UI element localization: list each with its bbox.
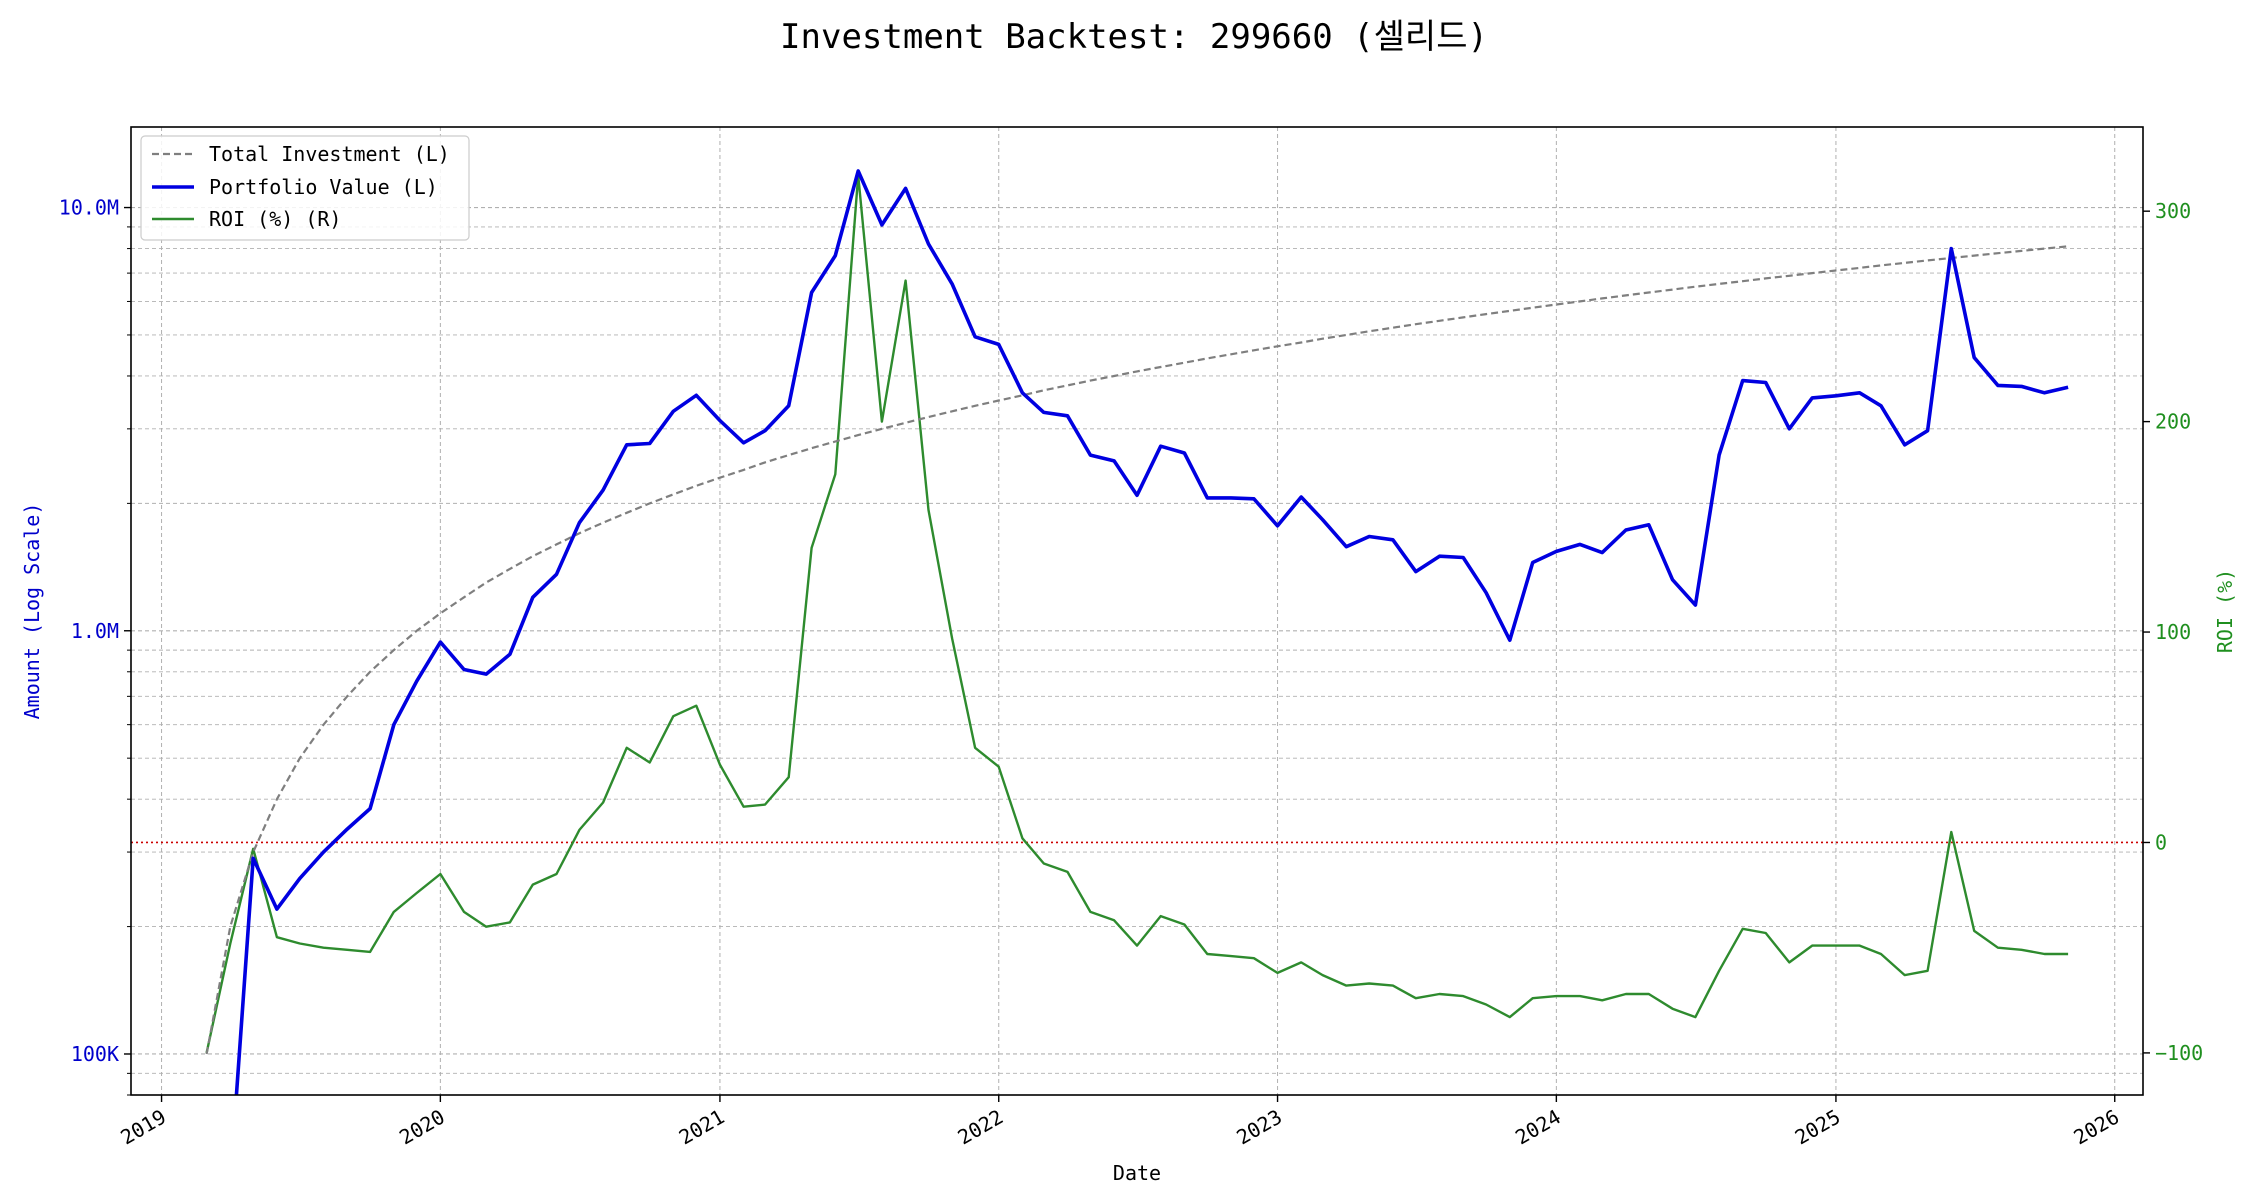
right-tick-label: −100 bbox=[2155, 1041, 2203, 1065]
x-tick-label: 2025 bbox=[1791, 1105, 1845, 1150]
x-tick-label: 2021 bbox=[675, 1105, 729, 1150]
right-tick-label: 200 bbox=[2155, 410, 2191, 434]
legend-label-roi: ROI (%) (R) bbox=[209, 207, 341, 231]
series-line-portfolio-value bbox=[234, 169, 2069, 1095]
legend-label-portfolio-value: Portfolio Value (L) bbox=[209, 175, 438, 199]
x-tick-label: 2019 bbox=[116, 1105, 170, 1150]
plot-series bbox=[205, 169, 2069, 1095]
right-axis-ticks: −100 0 100 200 300 bbox=[2143, 199, 2203, 1065]
left-tick-label: 10.0M bbox=[59, 196, 119, 220]
plot-frame bbox=[130, 126, 2144, 1096]
x-axis-label: Date bbox=[1113, 1161, 1161, 1185]
x-axis-ticks: 2019 2020 2021 2022 2023 2024 2025 2026 bbox=[116, 1095, 2123, 1149]
right-tick-label: 300 bbox=[2155, 199, 2191, 223]
left-axis-label: Amount (Log Scale) bbox=[20, 503, 44, 720]
x-tick-label: 2020 bbox=[395, 1105, 449, 1150]
series-line-roi bbox=[205, 174, 2069, 1054]
left-axis-ticks: 100K 1.0M 10.0M bbox=[59, 196, 131, 1096]
chart-title: Investment Backtest: 299660 (셀리드) bbox=[780, 17, 1488, 57]
legend: Total Investment (L) Portfolio Value (L)… bbox=[140, 135, 470, 241]
series-line-total-investment bbox=[205, 245, 2069, 1055]
left-tick-label: 100K bbox=[71, 1042, 119, 1066]
left-tick-label: 1.0M bbox=[71, 619, 119, 643]
grid-lines bbox=[131, 127, 2143, 1096]
x-tick-label: 2024 bbox=[1511, 1105, 1565, 1150]
x-tick-label: 2026 bbox=[2070, 1105, 2124, 1150]
x-tick-label: 2023 bbox=[1232, 1105, 1286, 1150]
legend-box bbox=[140, 135, 470, 241]
right-axis-label: ROI (%) bbox=[2213, 569, 2237, 653]
right-tick-label: 100 bbox=[2155, 620, 2191, 644]
x-tick-label: 2022 bbox=[954, 1105, 1008, 1150]
right-tick-label: 0 bbox=[2155, 830, 2167, 854]
legend-label-total-investment: Total Investment (L) bbox=[209, 142, 450, 166]
